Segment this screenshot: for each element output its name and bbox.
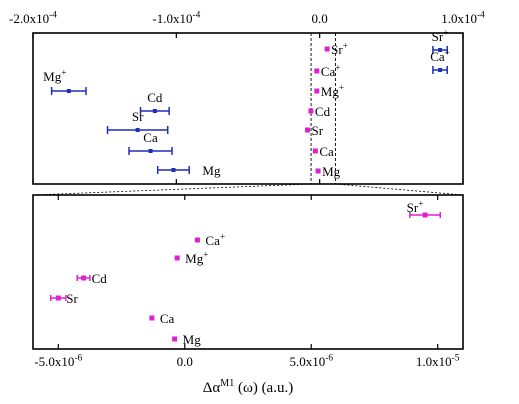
top-blue-point-label: Sr — [132, 109, 144, 124]
top-blue-point — [438, 48, 443, 52]
zoom-connector-left — [32, 183, 312, 196]
top-blue-point — [171, 168, 176, 172]
top-pink-point-label: Mg — [322, 164, 341, 179]
bottom-point — [81, 275, 87, 281]
top-blue-point-label: Cd — [147, 90, 163, 105]
top-pink-point — [315, 168, 321, 174]
top-x-tick-label: 0.0 — [312, 11, 328, 26]
zoom-connector-right — [335, 183, 464, 196]
top-pink-point — [314, 68, 320, 74]
top-blue-point-label: Ca+ — [430, 49, 450, 64]
bottom-panel: -5.0x10-6 0.0 5.0x10-6 1.0x10-5 Sr+ Ca+ Mg+ Cd S… — [32, 194, 464, 396]
bottom-x-tick-label: 5.0x10-6 — [289, 354, 333, 369]
bottom-point-label: Mg — [183, 332, 202, 347]
top-pink-point-label: Ca+ — [321, 64, 341, 79]
bottom-point — [194, 237, 200, 243]
bottom-point-label: Ca — [160, 311, 175, 326]
bottom-plot-frame — [32, 194, 464, 350]
top-blue-point-label: Ca — [143, 130, 158, 145]
bottom-point-label: Mg+ — [185, 251, 208, 266]
bottom-point — [174, 255, 180, 261]
bottom-point — [55, 295, 61, 301]
top-blue-point-label: Mg — [202, 163, 221, 178]
top-blue-point-label: Sr+ — [432, 29, 449, 44]
top-pink-point-label: Cd — [315, 104, 331, 119]
bottom-point-label: Ca+ — [205, 233, 225, 248]
top-pink-point — [308, 108, 314, 114]
top-pink-point-label: Sr+ — [331, 42, 348, 57]
bottom-point — [172, 336, 178, 342]
top-pink-point-label: Mg+ — [321, 84, 344, 99]
top-pink-point — [314, 88, 320, 94]
bottom-point-label: Sr+ — [407, 200, 424, 215]
top-x-tick-label: 1.0x10-4 — [441, 11, 485, 26]
zoom-connector-lines — [32, 183, 464, 196]
top-blue-point — [148, 149, 153, 153]
top-blue-point — [135, 128, 140, 132]
bottom-x-axis-label: ΔαM1 (ω) (a.u.) — [203, 378, 293, 396]
top-pink-point — [312, 148, 318, 154]
bottom-point — [422, 212, 428, 218]
bottom-point — [149, 315, 155, 321]
top-plot-frame — [32, 32, 464, 185]
bottom-x-tick-label: 0.0 — [177, 354, 193, 369]
top-x-tick-label: -1.0x10-4 — [152, 11, 200, 26]
bottom-x-tick-label: 1.0x10-5 — [416, 354, 460, 369]
top-x-tick-label: -2.0x10-4 — [9, 11, 57, 26]
top-pink-point — [305, 127, 310, 133]
top-pink-point — [324, 46, 330, 52]
top-blue-point — [66, 89, 71, 93]
top-blue-point-label: Mg+ — [43, 69, 66, 84]
bottom-point-label: Cd — [92, 271, 108, 286]
top-pink-point-label: Sr — [312, 123, 324, 138]
top-panel: -2.0x10-4 -1.0x10-4 0.0 1.0x10-4Mg+CdSrCaMg… — [9, 11, 485, 185]
top-blue-point — [152, 109, 157, 113]
bottom-x-tick-label: -5.0x10-6 — [34, 354, 82, 369]
top-pink-point-label: Ca — [319, 144, 334, 159]
bottom-point-label: Sr — [66, 291, 78, 306]
top-blue-point — [438, 68, 443, 72]
